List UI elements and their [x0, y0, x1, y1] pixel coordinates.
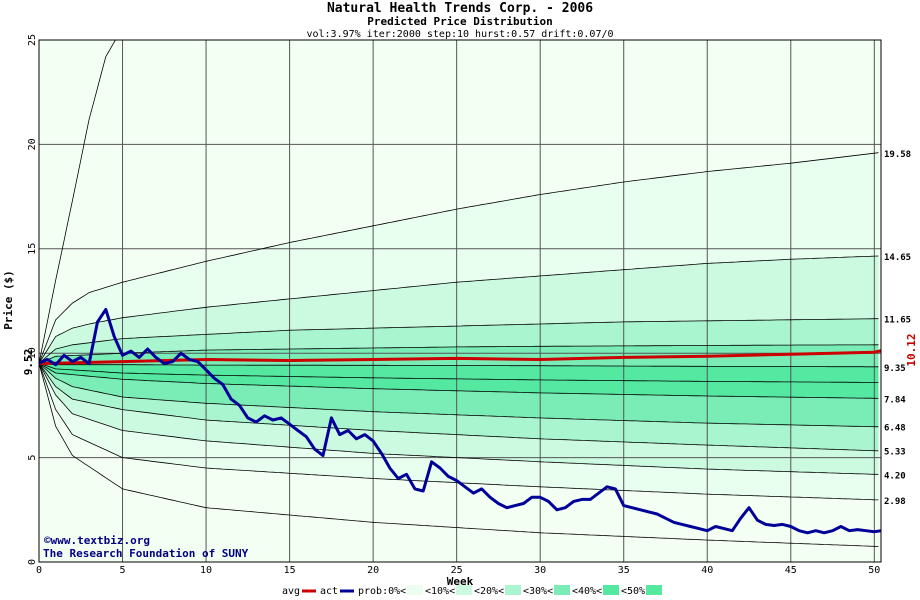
legend-label: <10%<	[425, 586, 455, 597]
band-end-label: 14.65	[884, 253, 911, 263]
x-tick-label: 50	[868, 565, 880, 576]
band-end-label: 2.98	[884, 497, 906, 507]
y-tick-label: 10	[27, 347, 38, 359]
probability-band	[39, 318, 879, 364]
plot-frame	[38, 39, 882, 563]
band-group	[39, 40, 881, 562]
probability-band	[39, 363, 879, 475]
legend-swatch-box	[554, 585, 570, 595]
legend-label: prob:0%<	[358, 586, 406, 597]
x-tick-label: 25	[451, 565, 463, 576]
band-boundary-line	[39, 344, 879, 364]
legend-swatch-box	[407, 585, 423, 595]
y-tick-label: 0	[27, 559, 38, 565]
band-end-label: 11.65	[884, 316, 911, 326]
y-tick-label: 5	[27, 455, 38, 461]
y-tick-label: 20	[27, 138, 38, 150]
band-boundary-line	[39, 362, 879, 368]
band-boundary-line	[39, 255, 879, 364]
y-axis-label: Price ($)	[2, 270, 15, 330]
chart-title: Natural Health Trends Corp. - 2006	[327, 1, 593, 16]
chart-subtitle: Predicted Price Distribution	[367, 15, 552, 28]
series-line-act	[39, 307, 881, 535]
band-boundary-line	[39, 363, 879, 547]
legend-label-act: act	[320, 586, 338, 597]
probability-band	[39, 363, 879, 500]
probability-band	[39, 152, 879, 364]
band-end-label: 6.48	[884, 424, 906, 434]
end-actual-label: 10.12	[905, 333, 918, 366]
band-end-label: 9.35	[884, 364, 906, 374]
band-boundary-line	[39, 362, 879, 399]
band-boundary-line	[39, 318, 879, 364]
chart-params: vol:3.97% iter:2000 step:10 hurst:0.57 d…	[306, 29, 613, 40]
legend-label-avg: avg	[282, 586, 300, 597]
foundation-credit: The Research Foundation of SUNY	[43, 547, 249, 560]
probability-band	[39, 256, 879, 364]
plot-area: 0 5 10 15 20 25 30 35 40 45 50 0 5 10 15 20 25 19.58 14.65…	[27, 34, 911, 576]
band-end-label: 5.33	[884, 448, 906, 458]
y-tick-label: 15	[27, 243, 38, 255]
band-boundary-line	[39, 363, 879, 475]
probability-band	[39, 363, 879, 383]
band-end-label: 19.58	[884, 150, 911, 160]
band-boundary-line	[39, 152, 879, 364]
legend-label: <50%	[621, 586, 645, 597]
x-tick-label: 5	[120, 565, 126, 576]
band-end-label: 4.20	[884, 471, 906, 481]
probability-band	[39, 363, 879, 547]
x-tick-label: 20	[367, 565, 379, 576]
legend-label: <30%<	[523, 586, 553, 597]
x-tick-label: 35	[618, 565, 630, 576]
x-tick-label: 30	[534, 565, 546, 576]
probability-band	[39, 363, 879, 451]
x-tick-label: 45	[785, 565, 797, 576]
band-boundary-line	[39, 362, 879, 428]
y-tick-label: 25	[27, 34, 38, 46]
probability-band	[39, 363, 879, 427]
legend-swatch-box	[456, 585, 472, 595]
legend-swatch-box	[505, 585, 521, 595]
x-tick-label: 15	[284, 565, 296, 576]
legend-swatch-box	[646, 585, 662, 595]
probability-band	[39, 40, 879, 364]
legend-swatch-box	[603, 585, 619, 595]
legend-label: <20%<	[474, 586, 504, 597]
x-axis-label: Week	[447, 575, 474, 588]
legend: avg act prob:0%< <10%< <20%< <30%< <40%< <50%	[282, 585, 662, 597]
probability-band	[39, 363, 879, 399]
band-boundary-line	[39, 362, 879, 452]
legend-label: <40%<	[572, 586, 602, 597]
copyright-credit: ©www.textbiz.org	[44, 534, 150, 547]
band-boundary-line	[39, 362, 879, 383]
start-value-label: 9.52	[22, 349, 35, 376]
x-tick-label: 10	[200, 565, 212, 576]
x-tick-label: 0	[36, 565, 42, 576]
x-tick-label: 40	[701, 565, 713, 576]
band-end-label: 7.84	[884, 395, 906, 405]
